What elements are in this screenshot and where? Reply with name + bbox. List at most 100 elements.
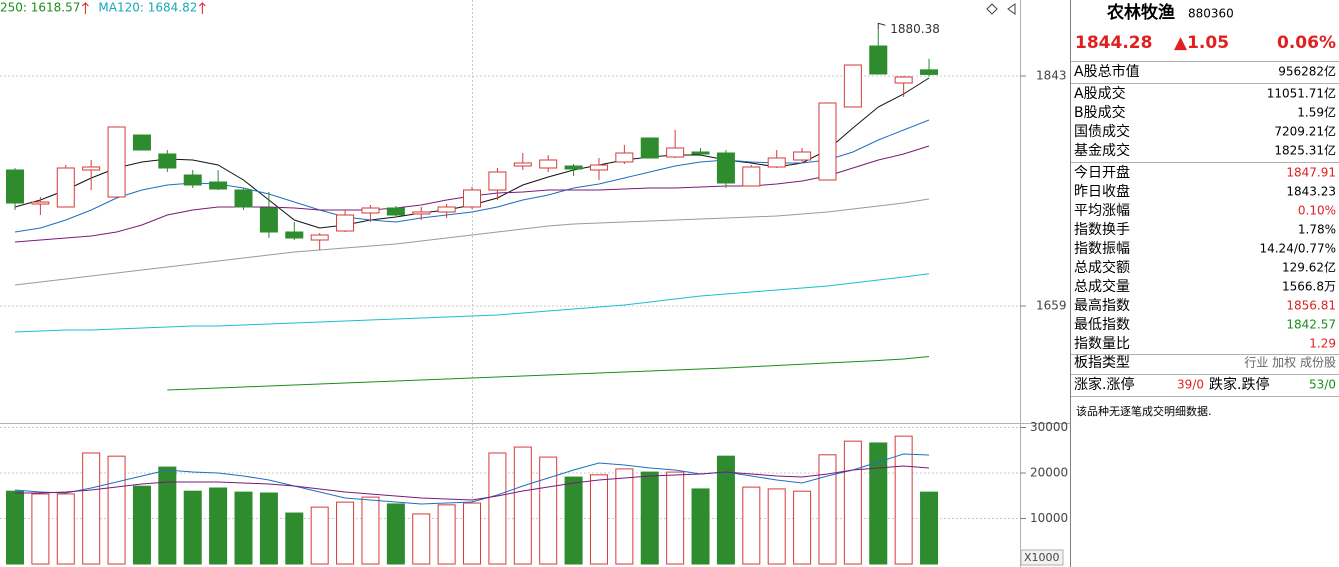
change-percent: 0.06% — [1277, 33, 1336, 53]
legend-entry: MA120: 1684.82 — [98, 1, 197, 15]
moving-average-line — [14, 198, 930, 286]
candle-body — [132, 134, 151, 151]
row-value: 1.29 — [1309, 337, 1336, 351]
y-tick-label: 1843 — [1036, 69, 1067, 83]
candle-body — [158, 153, 177, 169]
volume-bar — [539, 456, 558, 565]
volume-bar — [183, 490, 202, 565]
candle-body — [463, 189, 482, 208]
candle-body — [310, 234, 329, 241]
volume-bar — [310, 506, 329, 565]
volume-bar — [386, 503, 405, 565]
candle-body — [336, 214, 355, 232]
candle-body — [818, 102, 837, 181]
max-annotation: 1880.38 — [890, 22, 940, 36]
breadth-value: 53/0 — [1309, 378, 1336, 392]
row-label: 总成交量 — [1074, 278, 1130, 295]
row-label: 基金成交 — [1074, 142, 1130, 159]
max-flag — [877, 22, 886, 30]
row-label: 指数振幅 — [1074, 241, 1130, 257]
volume-bar — [31, 493, 50, 565]
candle-body — [209, 181, 228, 190]
breadth-label: 涨家.涨停 — [1074, 376, 1134, 393]
volume-bar — [793, 490, 812, 565]
candle-body — [564, 165, 583, 170]
candle-body — [920, 69, 939, 75]
row-label: B股成交 — [1074, 104, 1126, 121]
candle-body — [82, 166, 101, 171]
diamond-button[interactable] — [986, 3, 998, 15]
candle-body — [386, 207, 405, 216]
row-label: A股成交 — [1074, 85, 1126, 102]
candle-body — [234, 189, 253, 208]
y-tick-label: 1659 — [1036, 299, 1067, 313]
candle-body — [615, 152, 634, 163]
index-name: 农林牧渔 — [1106, 2, 1175, 23]
volume-bar — [361, 496, 380, 565]
volume-bar — [843, 440, 862, 565]
volume-bar — [336, 501, 355, 565]
row-label: 指数换手 — [1074, 221, 1130, 238]
candle-body — [513, 162, 532, 167]
candle-body — [894, 76, 913, 84]
candle-body — [742, 166, 761, 187]
volume-bar — [437, 504, 456, 565]
volume-bar — [158, 466, 177, 565]
volume-bar — [513, 446, 532, 565]
volume-bar — [564, 476, 583, 565]
volume-bar — [285, 512, 304, 565]
row-value: 1843.23 — [1286, 185, 1336, 199]
row-value: 1825.31亿 — [1274, 143, 1336, 158]
candle-body — [843, 64, 862, 108]
volume-bar — [56, 493, 75, 565]
candle-body — [285, 231, 304, 239]
volume-bar — [666, 471, 685, 565]
volume-bar — [767, 488, 786, 565]
volume-bar — [640, 471, 659, 565]
candle-body — [767, 157, 786, 168]
volume-bar — [107, 455, 126, 565]
row-label: 平均涨幅 — [1074, 203, 1130, 219]
candle-body — [691, 151, 710, 155]
collapse-button[interactable] — [1007, 3, 1016, 15]
moving-average-line — [167, 356, 930, 391]
volume-bar — [716, 455, 735, 565]
candle-body — [589, 164, 608, 171]
volume-bar — [412, 513, 431, 565]
row-value: 1842.57 — [1286, 318, 1336, 332]
volume-bar — [234, 491, 253, 565]
unit-box — [1020, 549, 1064, 566]
volume-average-line — [15, 465, 930, 501]
volume-bar — [259, 492, 278, 565]
candle-body — [259, 207, 278, 233]
candle-body — [716, 152, 735, 184]
rise-arrow — [198, 2, 206, 14]
unit-label: X1000 — [1024, 551, 1060, 564]
row-label: 国债成交 — [1074, 123, 1130, 140]
candle-body — [412, 211, 431, 215]
candle-body — [31, 201, 50, 205]
row-value: 11051.71亿 — [1267, 86, 1336, 101]
breadth-value: 39/0 — [1177, 378, 1204, 392]
candle-body — [6, 169, 24, 204]
row-value: 1.78% — [1298, 223, 1336, 237]
candle-body — [793, 151, 812, 161]
note: 该品种无逐笔成交明细数据. — [1076, 404, 1212, 418]
volume-bar — [209, 487, 228, 565]
volume-bar — [463, 502, 482, 565]
candle-body — [56, 167, 75, 208]
candle-body — [107, 126, 126, 198]
row-value: 7209.21亿 — [1274, 124, 1336, 139]
volume-bar — [132, 485, 151, 565]
row-label: 最低指数 — [1074, 317, 1130, 333]
row-value: 1856.81 — [1286, 299, 1336, 313]
candle-body — [488, 171, 507, 191]
candle-body — [361, 207, 380, 214]
y-tick-label: 30000 — [1030, 420, 1068, 434]
volume-bar — [894, 435, 913, 565]
row-value: 1.59亿 — [1297, 105, 1336, 120]
row-label: 总成交额 — [1074, 259, 1130, 276]
candle-body — [437, 206, 456, 213]
row-label: 昨日收盘 — [1074, 183, 1130, 200]
